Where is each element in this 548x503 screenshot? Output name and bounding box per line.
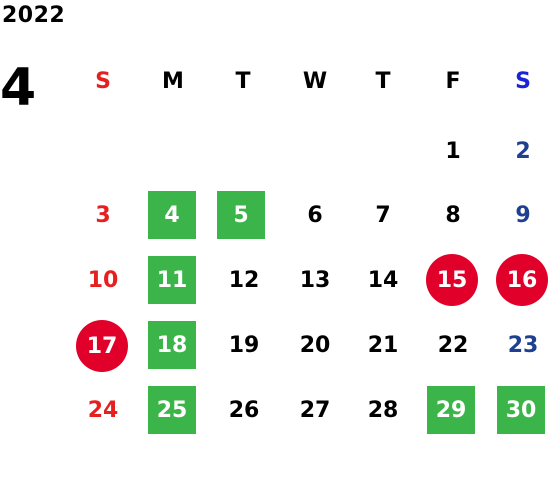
day-cell[interactable]: 9 — [515, 202, 531, 228]
weekday-header-tue: T — [235, 68, 251, 94]
day-cell[interactable]: 24 — [87, 397, 119, 423]
day-cell-highlighted[interactable]: 11 — [148, 256, 196, 304]
year-label: 2022 — [2, 3, 66, 28]
month-number: 4 — [0, 58, 37, 118]
day-cell-holiday[interactable]: 17 — [76, 320, 128, 372]
day-cell[interactable]: 28 — [367, 397, 399, 423]
day-cell[interactable]: 21 — [367, 332, 399, 358]
day-cell-highlighted[interactable]: 5 — [217, 191, 265, 239]
weekday-header-thu: T — [375, 68, 391, 94]
day-cell[interactable]: 19 — [228, 332, 260, 358]
day-cell-highlighted[interactable]: 30 — [497, 386, 545, 434]
day-cell[interactable]: 14 — [367, 267, 399, 293]
day-cell[interactable]: 22 — [437, 332, 469, 358]
day-cell[interactable]: 12 — [228, 267, 260, 293]
day-cell-holiday[interactable]: 16 — [496, 254, 548, 306]
day-cell[interactable]: 7 — [375, 202, 391, 228]
weekday-header-wed: W — [302, 68, 328, 94]
day-cell-holiday[interactable]: 15 — [426, 254, 478, 306]
weekday-header-sat: S — [515, 68, 531, 94]
day-cell[interactable]: 13 — [299, 267, 331, 293]
weekday-header-mon: M — [162, 68, 184, 94]
day-cell[interactable]: 6 — [307, 202, 323, 228]
day-cell-highlighted[interactable]: 25 — [148, 386, 196, 434]
day-cell[interactable]: 26 — [228, 397, 260, 423]
day-cell[interactable]: 3 — [95, 202, 111, 228]
day-cell[interactable]: 27 — [299, 397, 331, 423]
weekday-header-fri: F — [445, 68, 461, 94]
day-cell[interactable]: 2 — [515, 138, 531, 164]
day-cell-highlighted[interactable]: 29 — [427, 386, 475, 434]
day-cell[interactable]: 10 — [87, 267, 119, 293]
day-cell[interactable]: 23 — [507, 332, 539, 358]
day-cell[interactable]: 8 — [445, 202, 461, 228]
day-cell[interactable]: 1 — [445, 138, 461, 164]
day-cell[interactable]: 20 — [299, 332, 331, 358]
day-cell-highlighted[interactable]: 4 — [148, 191, 196, 239]
weekday-header-sun: S — [95, 68, 111, 94]
day-cell-highlighted[interactable]: 18 — [148, 321, 196, 369]
